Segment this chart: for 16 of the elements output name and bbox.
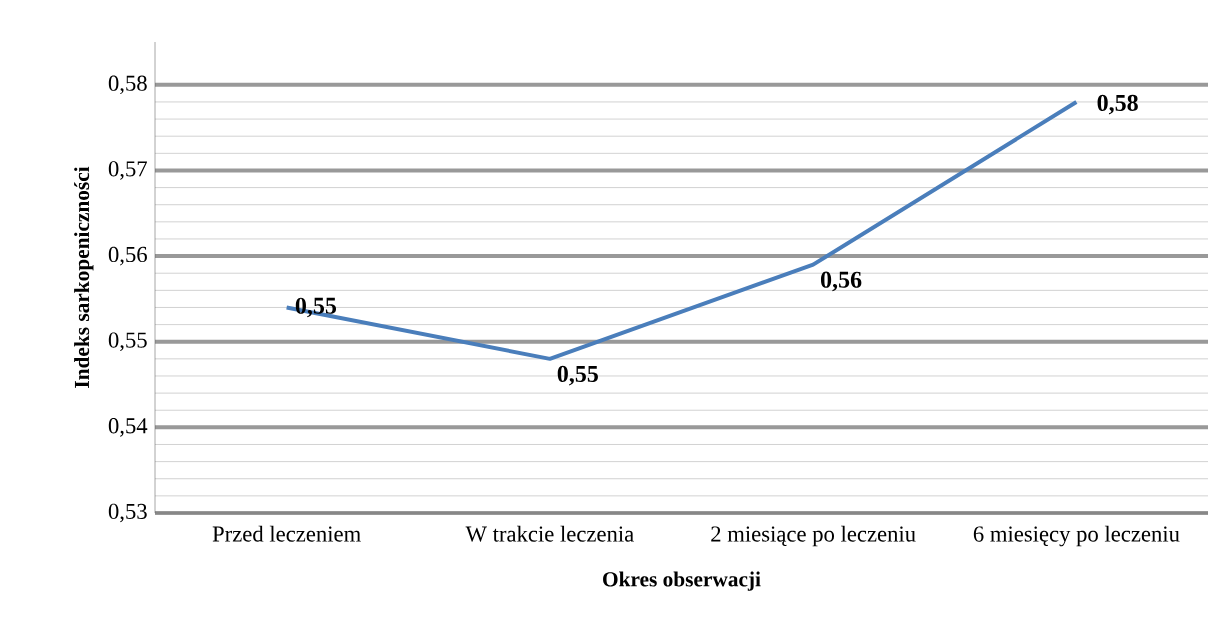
data-label: 0,55 — [557, 365, 598, 386]
y-tick-label: 0,58 — [108, 75, 147, 95]
x-tick-label: Przed leczeniem — [212, 525, 361, 542]
y-tick-label: 0,53 — [108, 503, 147, 523]
line-series — [284, 99, 1079, 361]
y-tick-label: 0,56 — [108, 246, 147, 266]
x-tick-label: W trakcie leczenia — [465, 525, 634, 542]
data-label: 0,58 — [1097, 94, 1138, 115]
y-tick-label: 0,55 — [108, 332, 147, 352]
x-tick-label: 6 miesięcy po leczeniu — [973, 525, 1180, 547]
data-label: 0,56 — [820, 271, 862, 292]
y-tick-label: 0,57 — [108, 161, 147, 180]
y-axis-title: Indeks sarkopeniczności — [74, 166, 94, 388]
y-tick-label: 0,54 — [108, 418, 148, 437]
x-axis-title: Okres obserwacji — [603, 571, 761, 591]
x-tick-label: 2 miesiące po leczeniu — [711, 525, 916, 547]
